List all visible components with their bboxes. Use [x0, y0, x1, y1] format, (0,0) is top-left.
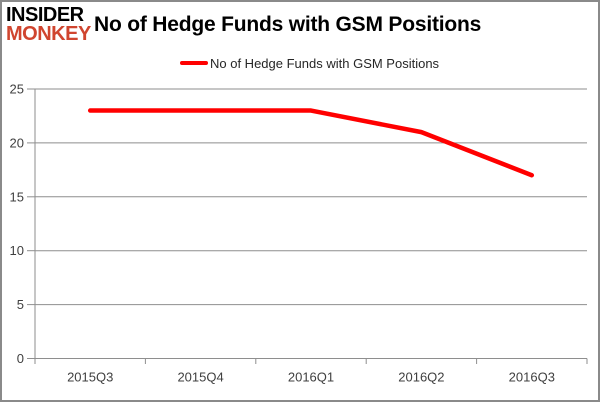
chart-title: No of Hedge Funds with GSM Positions	[94, 13, 482, 36]
legend-label: No of Hedge Funds with GSM Positions	[210, 55, 440, 71]
y-axis-label: 0	[17, 351, 24, 366]
x-axis-label: 2016Q3	[509, 370, 555, 385]
y-axis-label: 20	[10, 135, 24, 150]
x-axis-label: 2016Q1	[288, 370, 334, 385]
x-axis-label: 2015Q3	[67, 370, 113, 385]
legend-line-marker	[180, 61, 208, 65]
logo-insider-text: INSIDER	[6, 4, 84, 26]
logo-monkey-text: MONKEY	[6, 23, 91, 45]
x-axis-label: 2016Q2	[398, 370, 444, 385]
y-axis-label: 25	[10, 82, 24, 97]
x-axis-label: 2015Q4	[177, 370, 223, 385]
data-line-series	[87, 108, 535, 178]
insider-monkey-logo: INSIDER MONKEY	[6, 4, 91, 45]
y-axis-label: 10	[10, 243, 24, 258]
legend: No of Hedge Funds with GSM Positions	[180, 55, 440, 71]
y-axis-label: 5	[17, 297, 24, 312]
y-axis-label: 15	[10, 189, 24, 204]
